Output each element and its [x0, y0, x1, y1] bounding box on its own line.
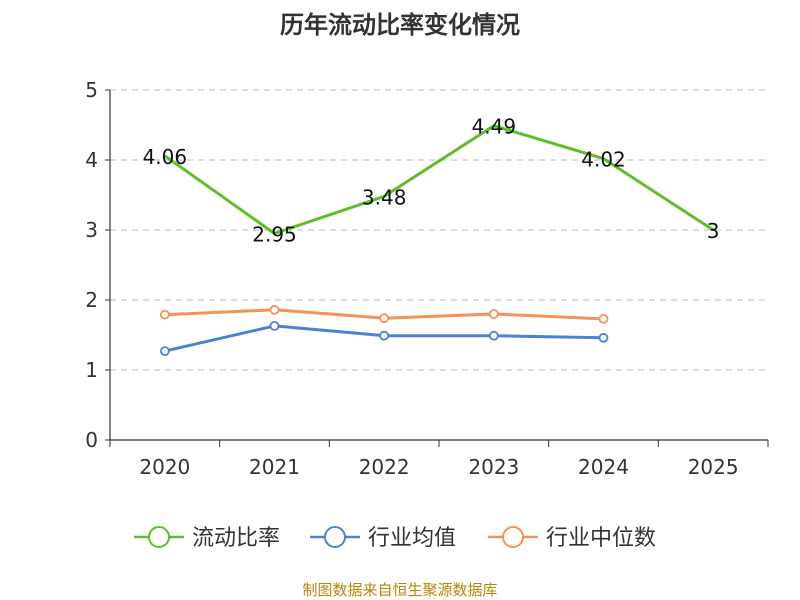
legend-marker-0	[148, 526, 170, 548]
series-1-point-2024	[598, 332, 609, 343]
data-label-2021: 2.95	[252, 223, 297, 247]
series-2-point-2020	[159, 309, 170, 320]
legend[interactable]: 流动比率 行业均值 行业中位数	[134, 526, 656, 551]
source-note: 制图数据来自恒生聚源数据库	[302, 581, 497, 599]
x-tick-label-2022: 2022	[359, 455, 410, 479]
series-1-point-2022	[379, 330, 390, 341]
legend-label-0: 流动比率	[192, 526, 280, 551]
legend-item-2[interactable]: 行业中位数	[488, 526, 656, 551]
data-labels: 4.06 2.95 3.48 4.49 4.02 3	[143, 115, 720, 247]
series-1-point-2021	[269, 320, 280, 331]
y-tick-label-2: 2	[85, 288, 98, 312]
x-tick-label-2024: 2024	[578, 455, 629, 479]
y-tick-label-0: 0	[85, 428, 98, 452]
series-line-0	[163, 124, 715, 235]
legend-item-1[interactable]: 行业均值	[310, 526, 456, 551]
legend-label-1: 行业均值	[368, 526, 456, 551]
legend-marker-2	[502, 526, 524, 548]
data-label-2022: 3.48	[362, 185, 407, 209]
series-2-point-2023	[488, 309, 499, 319]
data-label-2025: 3	[707, 219, 720, 243]
data-label-2020: 4.06	[143, 145, 188, 169]
y-tick-label-5: 5	[85, 78, 98, 102]
x-tick-label-2025: 2025	[688, 455, 739, 479]
x-tick-label-2020: 2020	[139, 455, 190, 479]
series-1-point-2020	[159, 346, 170, 357]
series-group	[159, 124, 715, 357]
legend-marker-1	[324, 526, 346, 548]
data-label-2024: 4.02	[581, 148, 626, 172]
series-2-point-2021	[269, 304, 280, 315]
series-1-point-2023	[488, 330, 499, 341]
axes: 0 1 2 3 4 5 2020 2021 2022 2023 2024 2025	[85, 78, 769, 479]
y-tick-label-3: 3	[85, 218, 98, 242]
x-tick-label-2023: 2023	[468, 455, 519, 479]
data-label-2023: 4.49	[472, 115, 517, 139]
series-2-point-2022	[379, 313, 390, 324]
series-2-point-2024	[598, 313, 609, 324]
legend-label-2: 行业中位数	[546, 526, 656, 551]
x-tick-label-2021: 2021	[249, 455, 300, 479]
legend-item-0[interactable]: 流动比率	[134, 526, 280, 551]
y-tick-label-4: 4	[85, 148, 98, 172]
y-tick-label-1: 1	[85, 358, 98, 382]
grid-lines	[110, 89, 768, 371]
chart-title: 历年流动比率变化情况	[280, 11, 520, 39]
